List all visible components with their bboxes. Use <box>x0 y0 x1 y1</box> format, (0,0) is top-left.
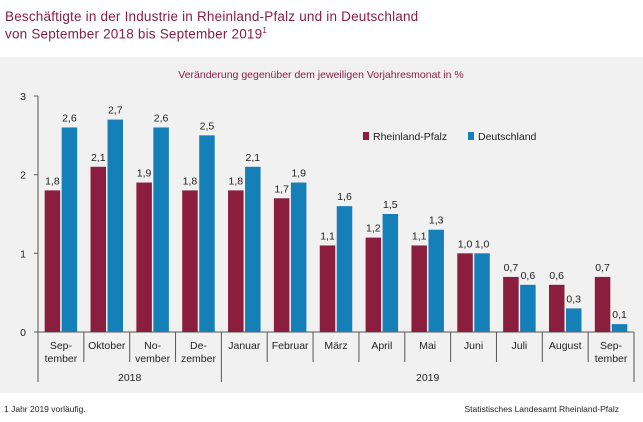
data-label: 1,7 <box>274 183 289 195</box>
chart-title-line2: von September 2018 bis September 20191 <box>5 26 267 42</box>
bar-rheinland-pfalz <box>228 190 244 332</box>
data-label: 1,0 <box>475 238 490 250</box>
data-label: 1,5 <box>383 199 398 211</box>
chart-title-line1: Beschäftigte in der Industrie in Rheinla… <box>5 9 419 24</box>
chart-subtitle: Veränderung gegenüber dem jeweiligen Vor… <box>178 69 463 81</box>
category-label: Sep- <box>50 340 73 352</box>
legend-label: Rheinland-Pfalz <box>373 131 447 143</box>
data-label: 0,6 <box>521 270 536 282</box>
footnote-marker: 1 <box>262 26 267 35</box>
data-label: 0,1 <box>612 309 627 321</box>
bar-rheinland-pfalz <box>548 284 565 332</box>
category-label: No- <box>144 340 161 352</box>
legend-swatch-rheinland-pfalz <box>363 132 369 140</box>
bar-rheinland-pfalz <box>319 245 336 332</box>
legend-label: Deutschland <box>478 131 537 143</box>
data-label: 2,6 <box>154 112 169 124</box>
data-label: 2,1 <box>246 152 261 164</box>
category-label: De- <box>190 340 207 352</box>
bar-deutschland <box>474 253 490 332</box>
category-label: Oktober <box>88 340 126 352</box>
data-label: 1,2 <box>366 223 381 235</box>
footnote: 1 Jahr 2019 vorläufig. <box>4 404 86 414</box>
data-label: 1,3 <box>429 215 444 227</box>
bar-deutschland <box>428 229 444 332</box>
data-label: 2,7 <box>108 105 123 117</box>
bar-rheinland-pfalz <box>457 253 473 332</box>
data-label: 0,6 <box>549 270 564 282</box>
y-tick-label: 0 <box>20 327 26 339</box>
data-label: 1,8 <box>229 175 244 187</box>
data-label: 1,6 <box>337 191 352 203</box>
bar-rheinland-pfalz <box>503 276 519 332</box>
category-label: tember <box>595 353 628 365</box>
source-credit: Statistisches Landesamt Rheinland-Pfalz <box>464 404 620 414</box>
data-label: 1,1 <box>320 230 335 242</box>
year-group-label: 2018 <box>118 372 142 384</box>
bar-deutschland <box>61 127 78 332</box>
category-label: Mai <box>419 340 436 352</box>
y-tick-label: 2 <box>20 170 26 182</box>
data-label: 0,7 <box>595 262 610 274</box>
year-group-label: 2019 <box>416 372 440 384</box>
chart-panel: Veränderung gegenüber dem jeweiligen Vor… <box>0 57 643 393</box>
category-label: März <box>324 340 347 352</box>
data-label: 2,5 <box>200 120 215 132</box>
category-label: Juni <box>464 340 483 352</box>
data-label: 0,3 <box>566 293 581 305</box>
bar-deutschland <box>245 166 261 332</box>
category-label: vember <box>135 353 171 365</box>
category-label: Sep- <box>600 340 623 352</box>
bar-rheinland-pfalz <box>90 166 107 332</box>
category-label: Januar <box>228 340 261 352</box>
data-label: 1,0 <box>458 238 473 250</box>
data-label: 2,6 <box>62 112 77 124</box>
chart-title-line2-text: von September 2018 bis September 2019 <box>5 26 263 42</box>
data-label: 1,9 <box>291 168 306 180</box>
y-tick-label: 3 <box>20 91 26 103</box>
data-label: 0,7 <box>504 262 519 274</box>
category-label: August <box>549 340 582 352</box>
bar-rheinland-pfalz <box>273 198 290 332</box>
bar-rheinland-pfalz <box>182 190 198 332</box>
legend-swatch-deutschland <box>468 132 474 140</box>
data-label: 1,8 <box>183 175 198 187</box>
data-label: 1,9 <box>137 168 152 180</box>
data-label: 1,8 <box>45 175 60 187</box>
data-label: 1,1 <box>412 230 427 242</box>
bar-deutschland <box>199 135 215 332</box>
bar-chart: Veränderung gegenüber dem jeweiligen Vor… <box>20 69 635 384</box>
bar-deutschland <box>290 182 307 332</box>
bar-rheinland-pfalz <box>136 182 152 332</box>
data-label: 2,1 <box>91 152 106 164</box>
bar-rheinland-pfalz <box>594 276 611 332</box>
bar-deutschland <box>107 119 124 332</box>
bar-deutschland <box>611 324 628 332</box>
bar-rheinland-pfalz <box>411 245 427 332</box>
category-label: tember <box>45 353 78 365</box>
category-label: Februar <box>272 340 309 352</box>
bar-rheinland-pfalz <box>44 190 61 332</box>
bar-deutschland <box>153 127 169 332</box>
category-label: zember <box>181 353 217 365</box>
bar-deutschland <box>520 284 536 332</box>
bar-deutschland <box>336 206 353 332</box>
bar-deutschland <box>382 214 399 332</box>
bar-deutschland <box>565 308 582 332</box>
bar-rheinland-pfalz <box>365 237 382 332</box>
chart-header: Beschäftigte in der Industrie in Rheinla… <box>0 0 643 52</box>
y-tick-label: 1 <box>20 248 26 260</box>
category-label: April <box>371 340 392 352</box>
category-label: Juli <box>512 340 528 352</box>
